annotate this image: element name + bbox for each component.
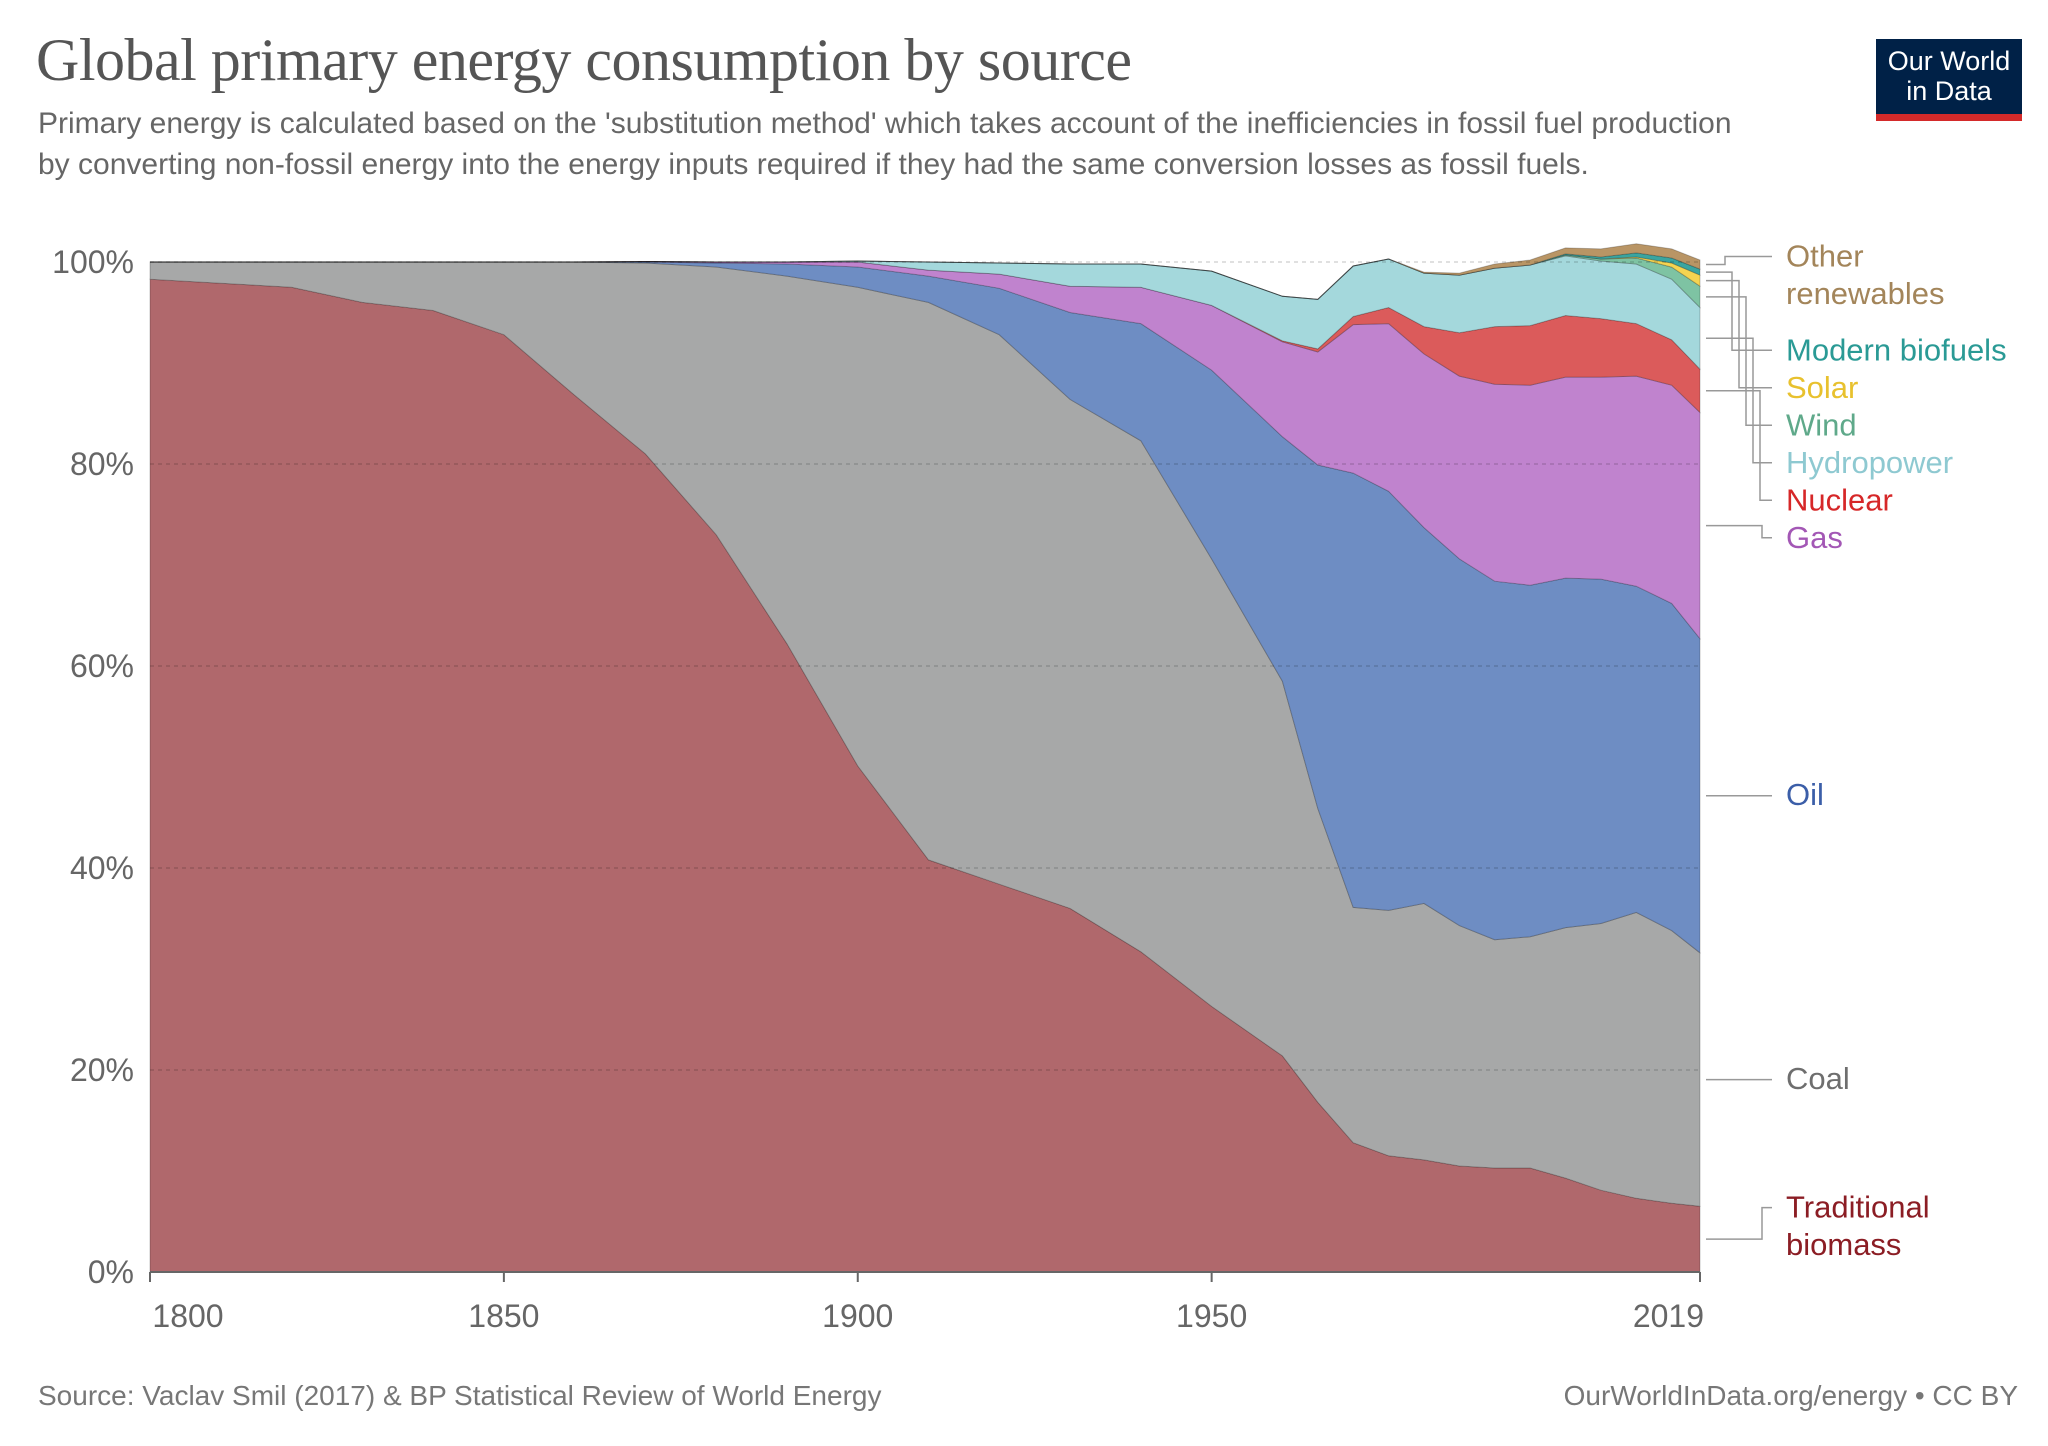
area-other-renewables[interactable] bbox=[150, 243, 1701, 300]
legend-item-hydropower[interactable]: Hydropower bbox=[1706, 337, 1953, 480]
chart-subtitle: Primary energy is calculated based on th… bbox=[38, 107, 1732, 181]
legend-item-coal[interactable]: Coal bbox=[1706, 1061, 1850, 1096]
legend-label: Hydropower bbox=[1786, 445, 1953, 480]
y-tick-label: 60% bbox=[70, 648, 134, 684]
legend-label: Traditional bbox=[1786, 1190, 1930, 1225]
x-tick-label: 1850 bbox=[468, 1298, 539, 1334]
legend-label: biomass bbox=[1786, 1227, 1901, 1262]
legend-label: Gas bbox=[1786, 520, 1843, 555]
logo-line-2: in Data bbox=[1906, 76, 1992, 106]
legend-label: Nuclear bbox=[1786, 482, 1893, 517]
x-tick-label: 2019 bbox=[1633, 1298, 1704, 1334]
area-solar[interactable] bbox=[150, 254, 1701, 300]
legend-item-oil[interactable]: Oil bbox=[1706, 777, 1824, 812]
legend-label: Wind bbox=[1786, 407, 1857, 442]
legend-item-gas[interactable]: Gas bbox=[1706, 520, 1843, 555]
legend-connector bbox=[1706, 390, 1772, 501]
legend-item-solar[interactable]: Solar bbox=[1706, 279, 1858, 405]
y-tick-label: 20% bbox=[70, 1052, 134, 1088]
legend-connector bbox=[1706, 337, 1772, 464]
legend-label: renewables bbox=[1786, 276, 1945, 311]
legend-label: Other bbox=[1786, 239, 1864, 274]
legend-connector bbox=[1706, 271, 1772, 351]
x-tick-label: 1900 bbox=[822, 1298, 893, 1334]
area-modern-biofuels[interactable] bbox=[150, 252, 1701, 300]
legend-connector bbox=[1706, 1206, 1772, 1240]
y-tick-label: 0% bbox=[88, 1254, 134, 1290]
owid-logo[interactable]: Our World in Data bbox=[1876, 39, 2022, 121]
chart-title: Global primary energy consumption by sou… bbox=[36, 27, 1132, 93]
y-tick-label: 100% bbox=[52, 244, 134, 280]
area-wind[interactable] bbox=[150, 254, 1701, 309]
axes: 0% 20% 40% 60% 80% 100% 1800 1850 1900 1950 2019 bbox=[52, 244, 1704, 1334]
legend-item-nuclear[interactable]: Nuclear bbox=[1706, 390, 1893, 517]
legend-label: Solar bbox=[1786, 370, 1858, 405]
logo-line-1: Our World bbox=[1887, 46, 2011, 76]
legend-connector bbox=[1706, 524, 1772, 539]
area-layer bbox=[149, 243, 1701, 1273]
legend-connector bbox=[1706, 296, 1772, 426]
legend-connector bbox=[1706, 255, 1772, 266]
legend-item-wind[interactable]: Wind bbox=[1706, 296, 1857, 442]
gridlines bbox=[150, 261, 1700, 1071]
x-tick-label: 1800 bbox=[152, 1298, 223, 1334]
y-tick-label: 40% bbox=[70, 850, 134, 886]
license-link[interactable]: OurWorldInData.org/energy • CC BY bbox=[1563, 1380, 2018, 1411]
legend-label: Modern biofuels bbox=[1786, 332, 2007, 367]
area-coal[interactable] bbox=[149, 261, 1701, 1207]
legend-label: Oil bbox=[1786, 777, 1824, 812]
source-note: Source: Vaclav Smil (2017) & BP Statisti… bbox=[38, 1380, 882, 1411]
legend-item-modern-biofuels[interactable]: Modern biofuels bbox=[1706, 271, 2007, 367]
x-tick-label: 1950 bbox=[1176, 1298, 1247, 1334]
area-hydropower[interactable] bbox=[150, 255, 1701, 371]
y-tick-label: 80% bbox=[70, 446, 134, 482]
legend-connector bbox=[1706, 279, 1772, 389]
legend-label: Coal bbox=[1786, 1061, 1850, 1096]
